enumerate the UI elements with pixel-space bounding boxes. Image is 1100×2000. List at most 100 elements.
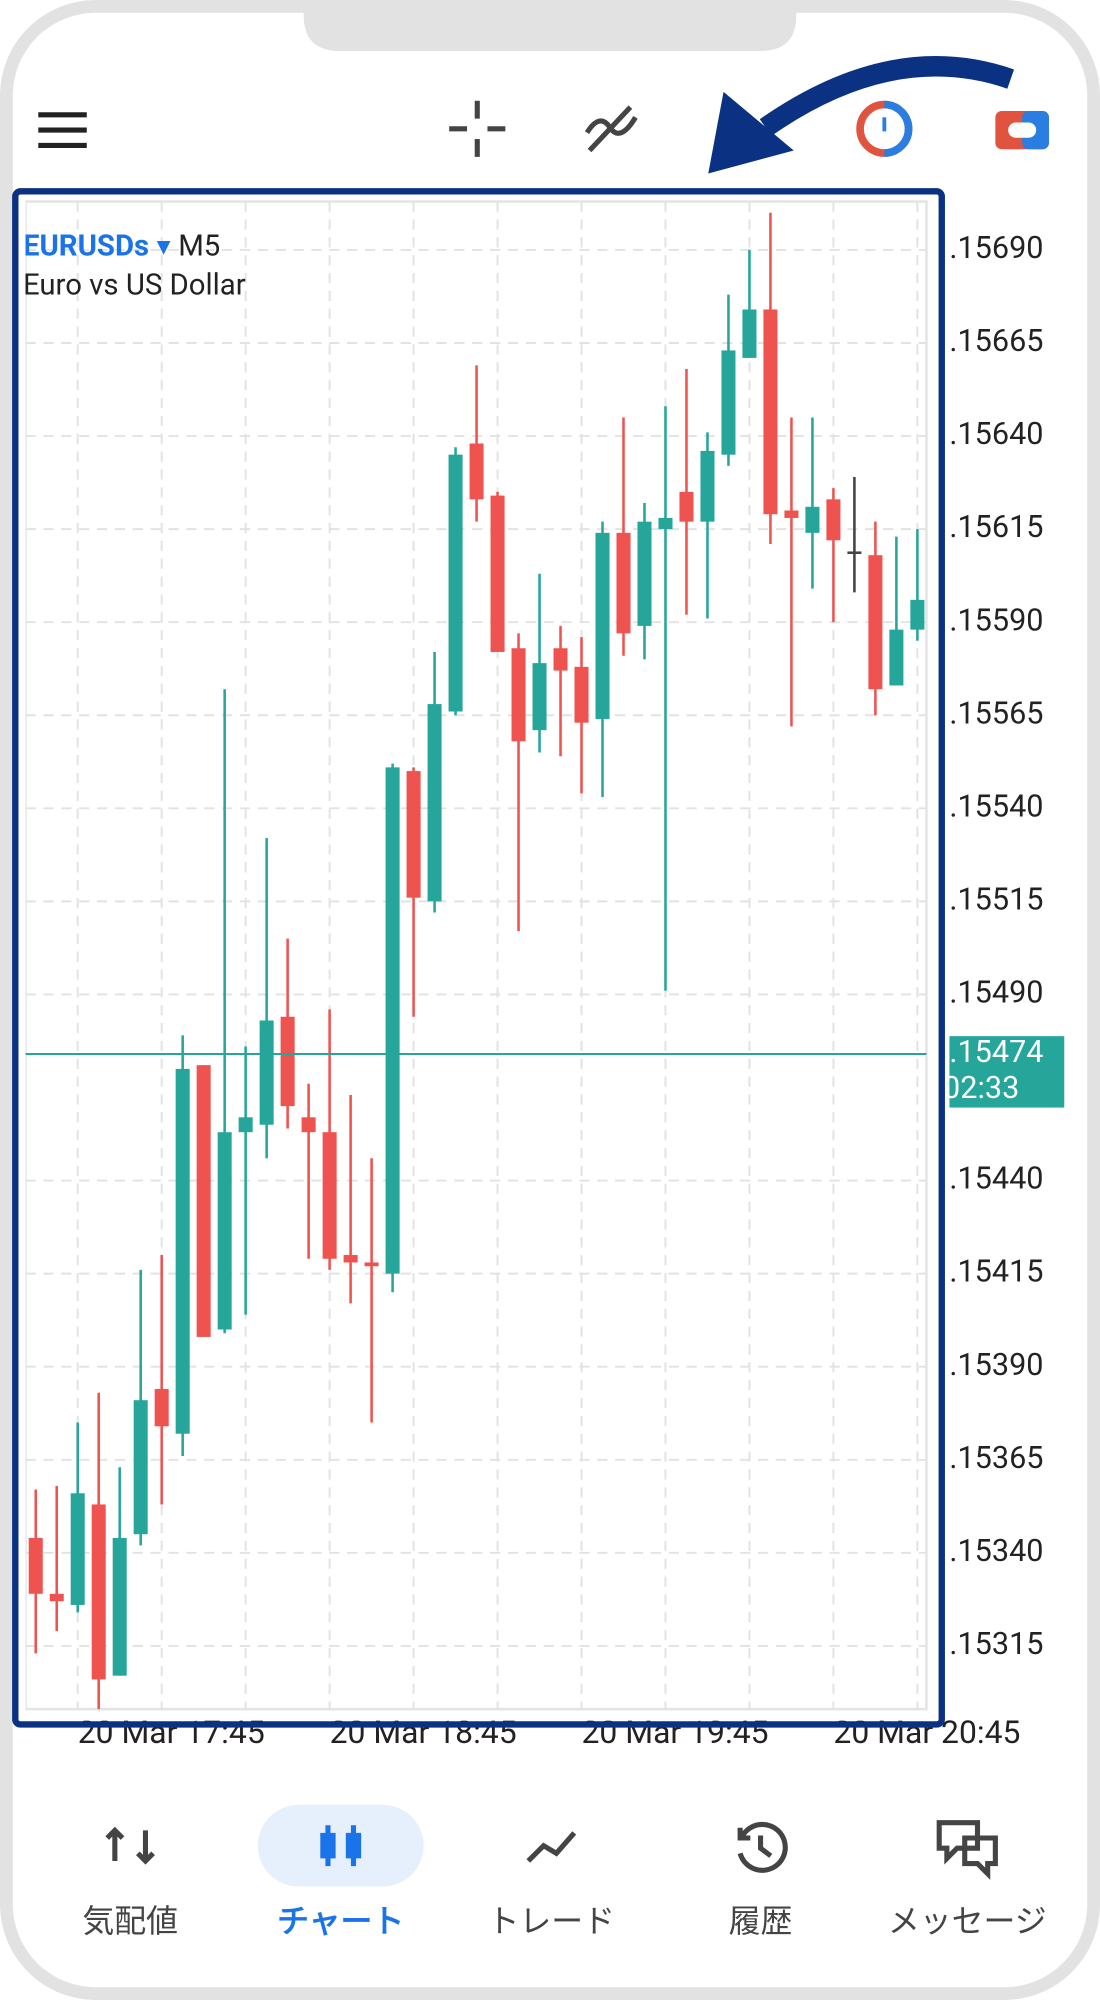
candle-body xyxy=(238,1117,253,1133)
y-tick-label: .15515 xyxy=(949,882,1043,917)
candle-body xyxy=(805,506,820,533)
nav-icon-path xyxy=(320,1825,362,1867)
y-tick-label: .15615 xyxy=(949,510,1043,545)
nav-item[interactable]: 気配値 xyxy=(82,1826,178,1940)
candle-body xyxy=(28,1537,43,1594)
y-tick-label: .15565 xyxy=(949,696,1043,731)
nav-icon-path xyxy=(737,1821,788,1873)
candle-body xyxy=(910,599,925,630)
candle-body xyxy=(154,1389,169,1427)
candle-body xyxy=(259,1020,274,1125)
candle-body xyxy=(868,555,883,690)
nav-icon xyxy=(737,1821,788,1873)
y-tick-label: .15590 xyxy=(949,603,1043,638)
price-tag xyxy=(949,1036,1065,1108)
highlight-frame xyxy=(12,188,945,1728)
nav-icon-path xyxy=(936,1820,998,1880)
candle-body xyxy=(70,1493,85,1605)
candle-body xyxy=(847,551,862,555)
chart: EURUSDs ▼ M5 Euro vs US Dollar xyxy=(23,200,928,1711)
label-mask xyxy=(22,1710,945,1721)
nav-icon-path xyxy=(105,1826,155,1865)
y-tick-label: .15640 xyxy=(949,417,1043,452)
y-tick-label: .15390 xyxy=(949,1348,1043,1383)
candle-body xyxy=(637,521,652,626)
candle-body xyxy=(448,454,463,712)
candle-body xyxy=(91,1504,106,1680)
nav-icon xyxy=(526,1831,577,1863)
notch xyxy=(303,0,797,52)
candle-body xyxy=(574,666,589,723)
candle-body xyxy=(700,450,715,522)
nav-icon-path xyxy=(526,1831,577,1863)
candle-body xyxy=(133,1400,148,1535)
candle-body xyxy=(595,532,610,719)
nav-item[interactable]: 履歴 xyxy=(729,1821,793,1940)
y-tick-label: .15665 xyxy=(949,324,1043,359)
crosshair-button[interactable] xyxy=(449,100,506,157)
nav-item[interactable]: トレード xyxy=(488,1831,616,1940)
y-tick-label: .15340 xyxy=(949,1534,1043,1569)
active-pill xyxy=(257,1804,424,1887)
y-tick-label: .15440 xyxy=(949,1162,1043,1197)
countdown: 02:33 xyxy=(943,1071,1019,1106)
candle-body xyxy=(742,309,757,358)
candle-body xyxy=(553,648,568,671)
candle-body xyxy=(616,532,631,634)
candle-body xyxy=(679,491,694,522)
nav-label: メッセージ xyxy=(888,1902,1047,1940)
candle-body xyxy=(175,1068,190,1434)
candle-body xyxy=(490,495,505,652)
candle-body xyxy=(364,1262,379,1267)
dropdown-caret: ▼ xyxy=(157,236,171,257)
candle-body xyxy=(112,1537,127,1676)
candle-body xyxy=(49,1593,64,1602)
candle-body xyxy=(469,443,484,500)
price-tag-label: .15474 xyxy=(949,1035,1043,1070)
annotation-arrow xyxy=(708,56,1015,174)
candle-body xyxy=(280,1016,295,1107)
symbol: EURUSDs xyxy=(23,229,149,263)
trade-toggle-button[interactable] xyxy=(995,110,1049,150)
candle-body xyxy=(532,663,547,731)
candle-body xyxy=(427,704,442,902)
nav-label: 気配値 xyxy=(82,1902,178,1940)
nav-item[interactable]: チャート xyxy=(277,1825,404,1940)
candle-body xyxy=(658,517,673,530)
nav-label: トレード xyxy=(488,1902,616,1940)
nav-icon xyxy=(105,1826,155,1865)
candle-body xyxy=(889,629,904,686)
candle-body xyxy=(385,767,400,1274)
y-tick-label: .15490 xyxy=(949,976,1043,1011)
candle-body xyxy=(784,510,799,518)
symbol-description: Euro vs US Dollar xyxy=(23,269,246,303)
timeframe-button[interactable] xyxy=(856,100,913,157)
y-tick-label: .15365 xyxy=(949,1441,1043,1476)
y-tick-label: .15315 xyxy=(949,1627,1043,1662)
nav-item[interactable]: メッセージ xyxy=(888,1820,1047,1940)
candle-body xyxy=(721,350,736,455)
indicator-button[interactable] xyxy=(584,105,638,153)
candle-body xyxy=(301,1117,316,1133)
y-tick-label: .15690 xyxy=(949,231,1043,266)
candle-body xyxy=(826,499,841,541)
symbol-header: EURUSDs ▼ M5 xyxy=(23,229,220,263)
bottom-nav: 気配値 チャート トレード 履歴 メッセージ xyxy=(82,1820,1047,1940)
candle-body xyxy=(196,1065,211,1337)
nav-label: 履歴 xyxy=(729,1902,793,1940)
candle-body xyxy=(343,1255,358,1263)
nav-icon xyxy=(320,1825,362,1867)
candle-body xyxy=(322,1132,337,1259)
candle-body xyxy=(763,309,778,515)
nav-icon xyxy=(936,1820,998,1880)
timeframe: M5 xyxy=(178,229,220,263)
candle-body xyxy=(406,771,421,898)
y-tick-label: .15540 xyxy=(949,789,1043,824)
y-tick-label: .15415 xyxy=(949,1255,1043,1290)
menu-button[interactable] xyxy=(38,112,87,148)
candle-body xyxy=(217,1132,232,1330)
nav-label: チャート xyxy=(277,1902,404,1940)
candle-body xyxy=(511,648,526,742)
